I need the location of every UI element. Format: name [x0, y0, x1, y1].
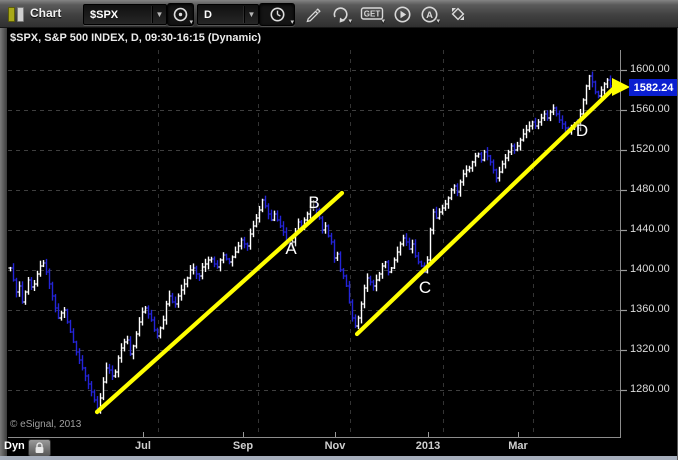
- price-bars: [8, 71, 616, 415]
- get-icon: GET: [360, 7, 384, 20]
- price-axis-label: 1560.00: [630, 103, 670, 115]
- padlock-icon: [35, 442, 44, 453]
- scale-lock-button[interactable]: [28, 439, 51, 457]
- play-icon: [394, 6, 410, 22]
- letter-a-icon: A: [421, 6, 437, 22]
- price-axis-label: 1400.00: [630, 263, 670, 275]
- time-axis-label: Sep: [232, 440, 254, 452]
- window-tag-silver: [17, 7, 24, 22]
- interval-combo-value: D: [204, 8, 212, 21]
- chart-header-title: $SPX, S&P 500 INDEX, D, 09:30-16:15 (Dyn…: [10, 32, 262, 44]
- time-axis-label: Nov: [324, 440, 346, 452]
- annotation-a[interactable]: A: [285, 239, 297, 258]
- time-template-button[interactable]: ▾: [259, 3, 295, 26]
- annotation-b[interactable]: B: [308, 193, 320, 212]
- horizontal-gridlines: [8, 69, 627, 392]
- window-title: Chart: [30, 6, 62, 20]
- reload-data-button[interactable]: ▾: [330, 4, 352, 25]
- window-left-frame: [0, 27, 7, 460]
- window-bottom-frame: [0, 456, 678, 460]
- svg-text:A: A: [426, 10, 433, 21]
- axis-lines: [8, 50, 621, 438]
- chevron-down-icon: ▾: [381, 18, 385, 25]
- time-axis-label: Jul: [135, 440, 151, 452]
- curved-arrow-icon: [333, 7, 348, 23]
- annotation-d[interactable]: D: [575, 121, 589, 140]
- price-axis-label: 1320.00: [630, 343, 670, 355]
- draw-tool-button[interactable]: [302, 4, 324, 24]
- clock-icon: [270, 7, 284, 22]
- svg-text:GET: GET: [364, 10, 381, 19]
- symbol-combo[interactable]: $SPX ▼: [83, 4, 167, 25]
- interval-combo[interactable]: D ▼: [197, 4, 259, 25]
- chevron-down-icon: ▾: [290, 19, 294, 26]
- scale-mode-label: Dyn: [4, 440, 25, 452]
- trendline-november-to-april-uptrend[interactable]: [354, 78, 630, 337]
- annotation-tool-button[interactable]: A ▾: [418, 4, 440, 25]
- playback-button[interactable]: [391, 4, 413, 24]
- annotation-c[interactable]: C: [418, 278, 432, 297]
- window-tag-yellow: [8, 7, 15, 22]
- link-window-button[interactable]: [447, 4, 469, 24]
- price-axis-label: 1520.00: [630, 143, 670, 155]
- symbol-combo-value: $SPX: [90, 8, 119, 21]
- last-price-badge: 1582.24: [629, 79, 678, 97]
- pencil-icon: [306, 8, 321, 23]
- get-data-button[interactable]: GET ▾: [359, 4, 385, 25]
- copyright-label: © eSignal, 2013: [10, 419, 82, 430]
- chevron-down-icon: ▾: [436, 18, 440, 25]
- dynamic-data-icon: [173, 7, 188, 22]
- titlebar: Chart $SPX ▼ ▾ D ▼ ▾: [0, 0, 678, 28]
- time-axis-label: 2013: [415, 440, 441, 452]
- price-axis-label: 1480.00: [630, 183, 670, 195]
- dynamic-data-button[interactable]: ▾: [167, 3, 194, 26]
- chevron-down-icon: ▾: [189, 19, 193, 26]
- vertical-gridlines: [158, 50, 534, 437]
- price-axis-label: 1600.00: [630, 63, 670, 75]
- chevron-down-icon[interactable]: ▼: [152, 6, 166, 23]
- price-axis-label: 1440.00: [630, 223, 670, 235]
- chevron-down-icon: ▾: [348, 18, 352, 25]
- time-axis-label: Mar: [508, 440, 528, 452]
- price-axis-label: 1360.00: [630, 303, 670, 315]
- price-axis-label: 1280.00: [630, 383, 670, 395]
- trendline-june-to-september-uptrend[interactable]: [94, 190, 345, 415]
- chevron-down-icon[interactable]: ▼: [244, 6, 258, 23]
- link-diamond-icon: [451, 7, 465, 21]
